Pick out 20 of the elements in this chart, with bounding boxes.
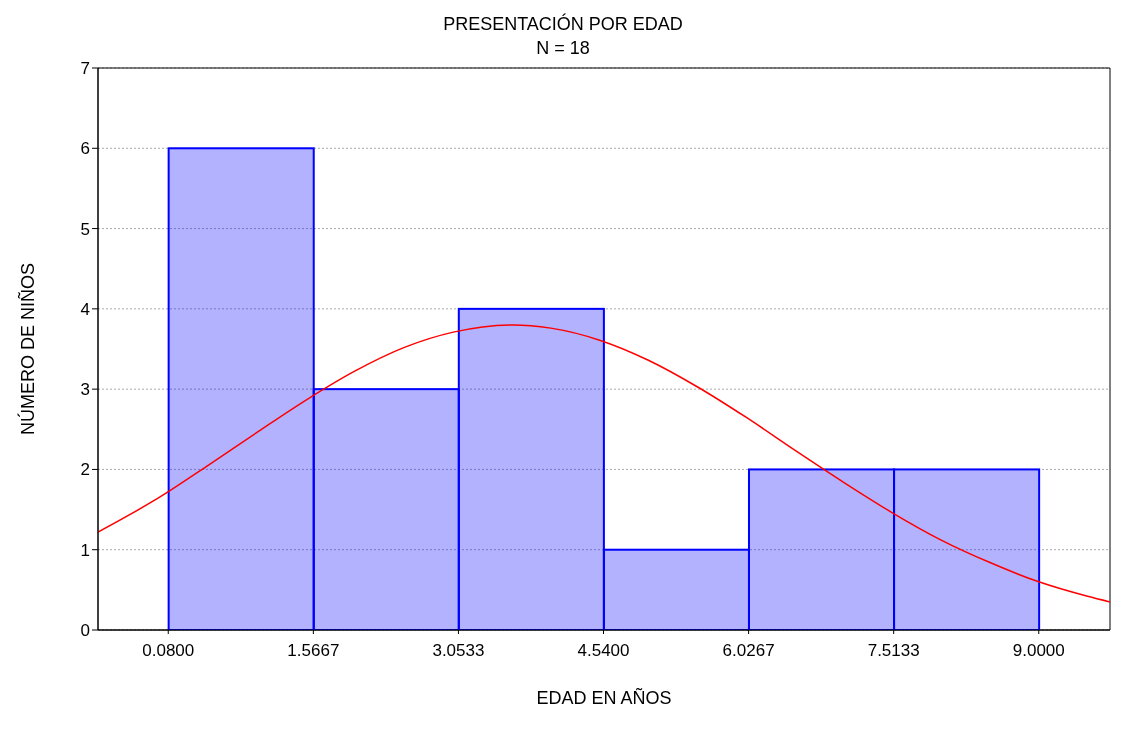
y-axis-title: NÚMERO DE NIÑOS: [17, 262, 39, 436]
y-tick-label: 1: [80, 540, 90, 560]
chart-subtitle: N = 18: [535, 37, 591, 60]
x-tick-label: 4.5400: [577, 641, 630, 661]
y-tick-label: 0: [80, 621, 90, 641]
y-tick-label: 3: [80, 380, 90, 400]
x-tick-label: 9.0000: [1012, 641, 1065, 661]
y-tick-label: 2: [80, 460, 90, 480]
x-tick-label: 3.0533: [432, 641, 485, 661]
y-tick-label: 6: [80, 139, 90, 159]
chart-title: PRESENTACIÓN POR EDAD: [442, 12, 684, 36]
y-tick-label: 7: [80, 59, 90, 79]
x-tick-label: 1.5667: [287, 641, 340, 661]
x-tick-label: 0.0800: [142, 641, 195, 661]
y-tick-label: 4: [80, 299, 90, 319]
x-tick-label: 6.0267: [722, 641, 775, 661]
x-tick-label: 7.5133: [867, 641, 920, 661]
x-axis-title: EDAD EN AÑOS: [536, 687, 672, 708]
line-series: [98, 324, 1110, 603]
y-tick-label: 5: [80, 219, 90, 239]
